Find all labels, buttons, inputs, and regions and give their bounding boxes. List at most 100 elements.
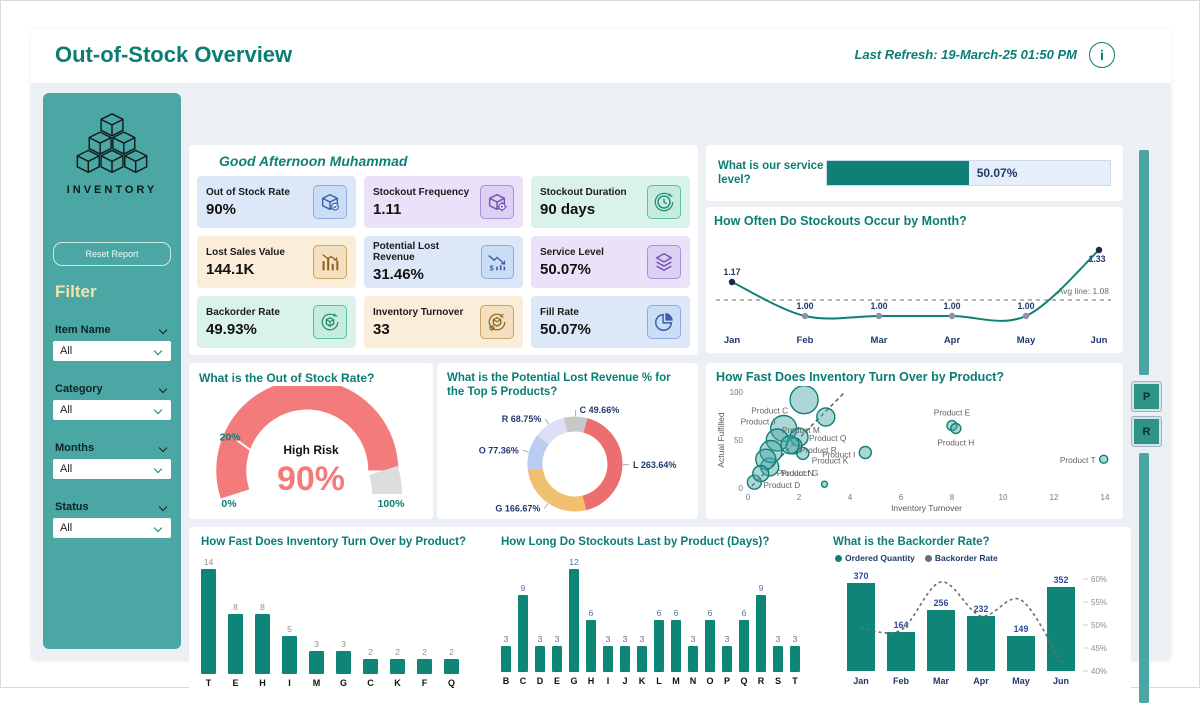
scatter-bubble[interactable] (859, 446, 871, 458)
svg-text:12: 12 (1050, 493, 1059, 502)
bar-column: 8 (255, 602, 270, 674)
data-point[interactable] (729, 278, 735, 284)
scatter-bubble[interactable] (790, 386, 818, 414)
kpi-value: 90% (206, 201, 290, 218)
kpi-label: Fill Rate (540, 307, 591, 318)
donut-slice[interactable] (584, 425, 615, 503)
bar[interactable] (390, 659, 405, 674)
bar-value-label: 6 (674, 608, 679, 618)
scatter-bubble[interactable] (1100, 455, 1108, 463)
ordered-quantity-bar[interactable] (1007, 636, 1035, 671)
box-gear-icon (480, 185, 514, 219)
filter-dropdown[interactable]: All (53, 518, 171, 538)
scrollbar-segment-top[interactable] (1139, 150, 1149, 375)
bar[interactable] (790, 646, 800, 672)
kpi-value: 50.07% (540, 321, 591, 338)
bar[interactable] (363, 659, 378, 674)
bar[interactable] (722, 646, 732, 672)
bar[interactable] (756, 595, 766, 672)
data-point[interactable] (1023, 312, 1029, 318)
bar[interactable] (336, 651, 351, 674)
donut-slice[interactable] (535, 440, 543, 469)
bar[interactable] (603, 646, 613, 672)
info-icon[interactable]: i (1089, 42, 1115, 68)
kpi-value: 33 (373, 321, 463, 338)
bar[interactable] (688, 646, 698, 672)
bar[interactable] (535, 646, 545, 672)
data-point[interactable] (949, 312, 955, 318)
legend-item: Backorder Rate (925, 553, 998, 563)
data-point[interactable] (1096, 246, 1102, 252)
bar[interactable] (671, 620, 681, 672)
filter-dropdown[interactable]: All (53, 400, 171, 420)
svg-text:256: 256 (934, 598, 949, 608)
bar[interactable] (620, 646, 630, 672)
service-level-bar[interactable]: 50.07% (826, 160, 1111, 186)
bar[interactable] (773, 646, 783, 672)
donut-slice[interactable] (566, 424, 586, 425)
bar[interactable] (255, 614, 270, 674)
ordered-quantity-bar[interactable] (927, 610, 955, 671)
bar[interactable] (282, 636, 297, 674)
bar-value-label: 9 (759, 583, 764, 593)
donut-slice[interactable] (543, 425, 566, 440)
bar[interactable] (518, 595, 528, 672)
bar[interactable] (501, 646, 511, 672)
scrollbar-segment-bottom[interactable] (1139, 453, 1149, 703)
filter-label-row: Months (53, 442, 171, 454)
ordered-quantity-bar[interactable] (847, 583, 875, 671)
p-button[interactable]: P (1132, 382, 1161, 411)
data-point[interactable] (802, 312, 808, 318)
service-level-fill (827, 161, 969, 185)
kpi-card[interactable]: Fill Rate 50.07% (531, 296, 690, 348)
bar[interactable] (705, 620, 715, 672)
service-level-value: 50.07% (977, 166, 1018, 180)
kpi-value: 49.93% (206, 321, 280, 338)
filter-dropdown[interactable]: All (53, 341, 171, 361)
bar[interactable] (552, 646, 562, 672)
chart-title: How Often Do Stockouts Occur by Month? (714, 214, 1115, 230)
scatter-bubble[interactable] (781, 435, 799, 453)
bar[interactable] (739, 620, 749, 672)
scatter-bubble[interactable] (817, 408, 835, 426)
bar[interactable] (586, 620, 596, 672)
bar[interactable] (309, 651, 324, 674)
bar[interactable] (417, 659, 432, 674)
stockouts-by-month-card: How Often Do Stockouts Occur by Month? A… (706, 207, 1123, 353)
ordered-quantity-bar[interactable] (967, 616, 995, 671)
svg-text:370: 370 (854, 571, 869, 581)
bar[interactable] (637, 646, 647, 672)
chevron-down-icon (154, 465, 162, 473)
ordered-quantity-bar[interactable] (887, 632, 915, 671)
scatter-bubble[interactable] (822, 481, 828, 487)
scatter-bubble[interactable] (951, 423, 961, 433)
bar[interactable] (444, 659, 459, 674)
bar-column: 3 (603, 634, 613, 672)
ordered-quantity-bar[interactable] (1047, 587, 1075, 671)
bar[interactable] (228, 614, 243, 674)
bar[interactable] (569, 569, 579, 672)
svg-text:10: 10 (999, 493, 1008, 502)
filter-dropdown[interactable]: All (53, 459, 171, 479)
bar[interactable] (201, 569, 216, 674)
scatter-bubble[interactable] (753, 465, 769, 481)
bar[interactable] (654, 620, 664, 672)
filter-value: All (60, 522, 72, 534)
data-point[interactable] (876, 312, 882, 318)
svg-text:G 166.67%: G 166.67% (495, 503, 540, 513)
donut-slice[interactable] (535, 469, 584, 504)
r-button[interactable]: R (1132, 417, 1161, 446)
reset-report-button[interactable]: Reset Report (53, 242, 171, 266)
svg-text:R 68.75%: R 68.75% (502, 414, 542, 424)
bar-value-label: 2 (395, 647, 400, 657)
